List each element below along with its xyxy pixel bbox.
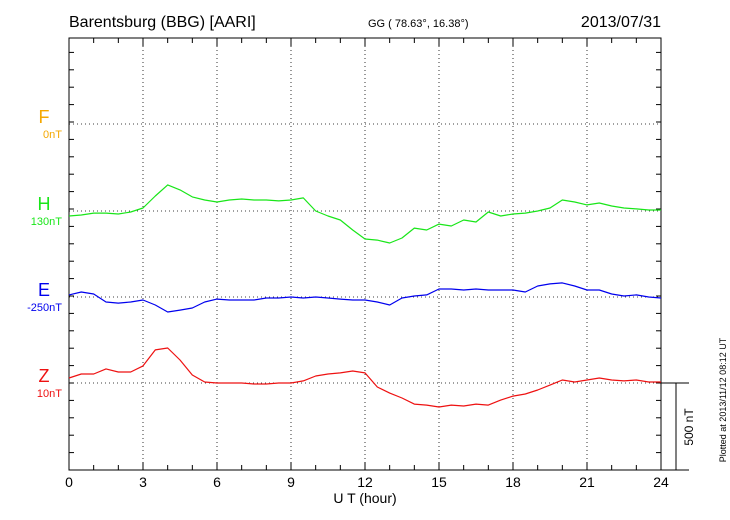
station-title: Barentsburg (BBG) [AARI] — [69, 14, 256, 31]
baseline-label-e: -250nT — [27, 302, 62, 314]
baseline-label-z: 10nT — [37, 388, 62, 400]
x-tick-label: 12 — [357, 474, 373, 490]
x-tick-label: 6 — [213, 474, 221, 490]
component-label-z: Z — [39, 366, 50, 386]
x-tick-label: 18 — [505, 474, 521, 490]
baseline-label-h: 130nT — [31, 216, 62, 228]
x-tick-label: 3 — [139, 474, 147, 490]
trace-e — [68, 282, 662, 313]
plot-date: 2013/07/31 — [581, 14, 661, 31]
component-label-f: F — [39, 107, 50, 127]
trace-h — [68, 184, 661, 244]
trace-z — [68, 347, 661, 408]
x-tick-label: 15 — [431, 474, 447, 490]
component-label-h: H — [38, 194, 51, 214]
traces — [68, 184, 662, 408]
x-axis-label: U T (hour) — [333, 490, 396, 506]
grid-lines — [69, 38, 661, 470]
x-tick-label: 24 — [653, 474, 669, 490]
x-tick-label: 0 — [65, 474, 73, 490]
x-tick-label: 9 — [287, 474, 295, 490]
x-tick-label: 21 — [579, 474, 595, 490]
component-labels: F 0nT H 130nT E -250nT Z 10nT — [27, 107, 62, 400]
axes: 0 3 6 9 12 15 18 21 24 — [65, 37, 669, 490]
scale-bar: 500 nT — [661, 382, 696, 471]
baseline-label-f: 0nT — [43, 129, 62, 141]
component-label-e: E — [38, 280, 50, 300]
scale-bar-label: 500 nT — [682, 408, 696, 446]
plotted-timestamp: Plotted at 2013/11/12 08:12 UT — [718, 337, 728, 462]
geo-coords: GG ( 78.63°, 16.38°) — [368, 18, 469, 30]
